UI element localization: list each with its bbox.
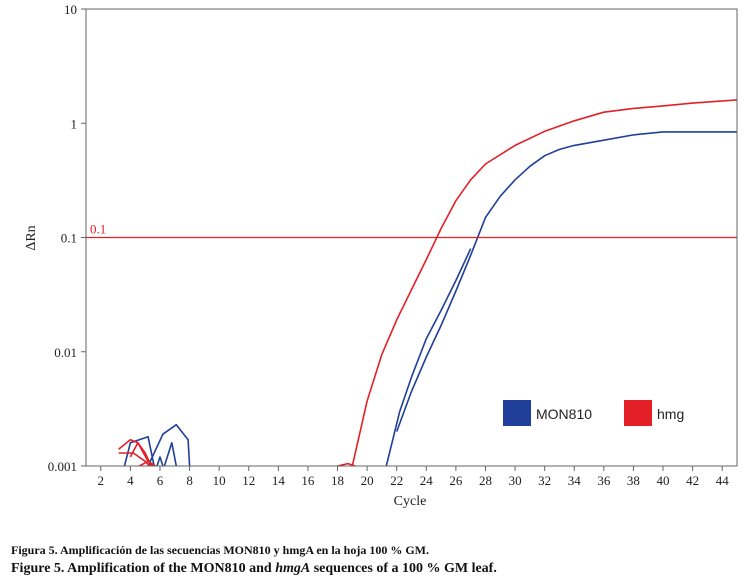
y-tick-label: 0.01: [54, 345, 77, 360]
x-tick-label: 16: [301, 473, 315, 488]
x-tick-label: 44: [716, 473, 730, 488]
curve-mon810-0: [395, 131, 737, 432]
x-tick-label: 10: [213, 473, 226, 488]
curve-mon810-3: [147, 423, 191, 466]
y-tick-label: 0.001: [48, 459, 77, 474]
y-axis-title: ΔRn: [24, 225, 39, 250]
plot-curves: [118, 99, 737, 466]
x-tick-label: 20: [361, 473, 374, 488]
legend-label-mon810: MON810: [536, 406, 592, 422]
x-tick-label: 28: [479, 473, 492, 488]
curve-hmg-5: [138, 460, 156, 466]
legend-swatch-mon810: [503, 400, 531, 426]
legend: MON810 hmg: [503, 400, 684, 426]
y-tick-label: 10: [64, 2, 77, 17]
x-tick-label: 24: [420, 473, 434, 488]
x-tick-label: 38: [627, 473, 640, 488]
y-axis-ticks: 0.001 0.01 0.1 1 10: [48, 2, 86, 474]
x-tick-label: 40: [657, 473, 670, 488]
y-tick-label: 0.1: [61, 231, 77, 246]
x-tick-label: 42: [686, 473, 699, 488]
x-tick-label: 14: [272, 473, 286, 488]
x-tick-label: 36: [597, 473, 611, 488]
threshold-label: 0.1: [90, 222, 106, 237]
caption-spanish: Figura 5. Amplificación de las secuencia…: [11, 543, 429, 557]
legend-label-hmg: hmg: [657, 406, 684, 422]
x-tick-label: 30: [509, 473, 522, 488]
curve-mon810-5: [156, 456, 164, 466]
x-tick-label: 6: [157, 473, 164, 488]
x-tick-label: 8: [186, 473, 193, 488]
curve-mon810-2: [123, 436, 155, 466]
x-tick-label: 22: [390, 473, 403, 488]
curve-hmg-1: [337, 462, 356, 466]
y-tick-label: 1: [71, 116, 78, 131]
x-tick-label: 4: [127, 473, 134, 488]
curve-hmg-0: [351, 99, 737, 466]
x-tick-label: 2: [98, 473, 105, 488]
caption-english-prefix: Figure 5. Amplification of the MON810 an…: [11, 561, 276, 576]
curve-mon810-4: [163, 441, 178, 466]
x-tick-label: 12: [242, 473, 255, 488]
x-tick-label: 32: [538, 473, 551, 488]
caption-english-italic: hmgA: [275, 561, 311, 576]
caption-english-suffix: sequences of a 100 % GM leaf.: [310, 561, 497, 576]
legend-swatch-hmg: [624, 400, 652, 426]
chart: 0.1 2 4 6 8 10 12 14 16 18 20 22 24 26 28 30 32 34 36 38 40…: [24, 2, 738, 509]
x-tick-label: 18: [331, 473, 344, 488]
curve-hmg-3: [118, 452, 151, 466]
caption-english: Figure 5. Amplification of the MON810 an…: [11, 561, 497, 577]
curve-mon810-1: [385, 248, 472, 466]
x-axis-ticks: 2 4 6 8 10 12 14 16 18 20 22 24 26 28 30 32 34 36 38 40 42 44: [98, 466, 730, 488]
x-tick-label: 26: [449, 473, 463, 488]
x-tick-label: 34: [568, 473, 582, 488]
x-axis-title: Cycle: [394, 494, 427, 509]
